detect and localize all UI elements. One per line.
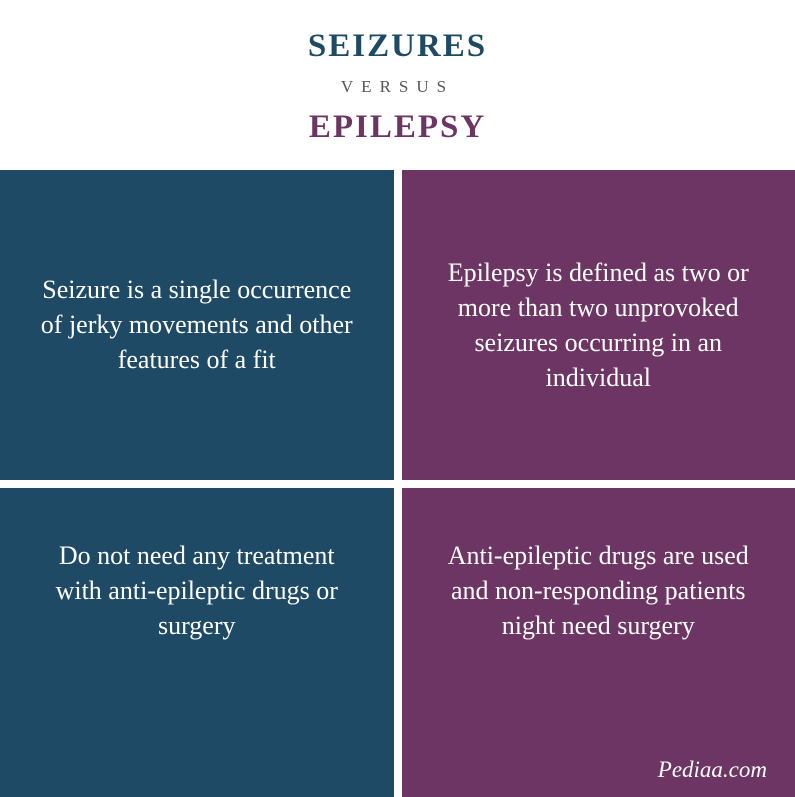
header: SEIZURES VERSUS EPILEPSY bbox=[0, 0, 795, 170]
cell-text: Anti-epileptic drugs are used and non-re… bbox=[442, 538, 756, 643]
cell-bottom-right: Anti-epileptic drugs are used and non-re… bbox=[402, 488, 795, 797]
dotted-divider bbox=[20, 480, 775, 488]
footer-attribution: Pediaa.com bbox=[658, 757, 767, 783]
cell-text: Do not need any treatment with anti-epil… bbox=[40, 538, 354, 643]
comparison-grid: Seizure is a single occurrence of jerky … bbox=[0, 170, 795, 797]
cell-text: Seizure is a single occurrence of jerky … bbox=[40, 272, 354, 377]
title-top: SEIZURES bbox=[0, 28, 795, 65]
title-versus: VERSUS bbox=[0, 77, 795, 97]
cell-top-right: Epilepsy is defined as two or more than … bbox=[402, 170, 795, 480]
cell-text: Epilepsy is defined as two or more than … bbox=[442, 255, 756, 395]
title-bottom: EPILEPSY bbox=[0, 109, 795, 146]
cell-bottom-left: Do not need any treatment with anti-epil… bbox=[0, 488, 394, 797]
cell-top-left: Seizure is a single occurrence of jerky … bbox=[0, 170, 394, 480]
